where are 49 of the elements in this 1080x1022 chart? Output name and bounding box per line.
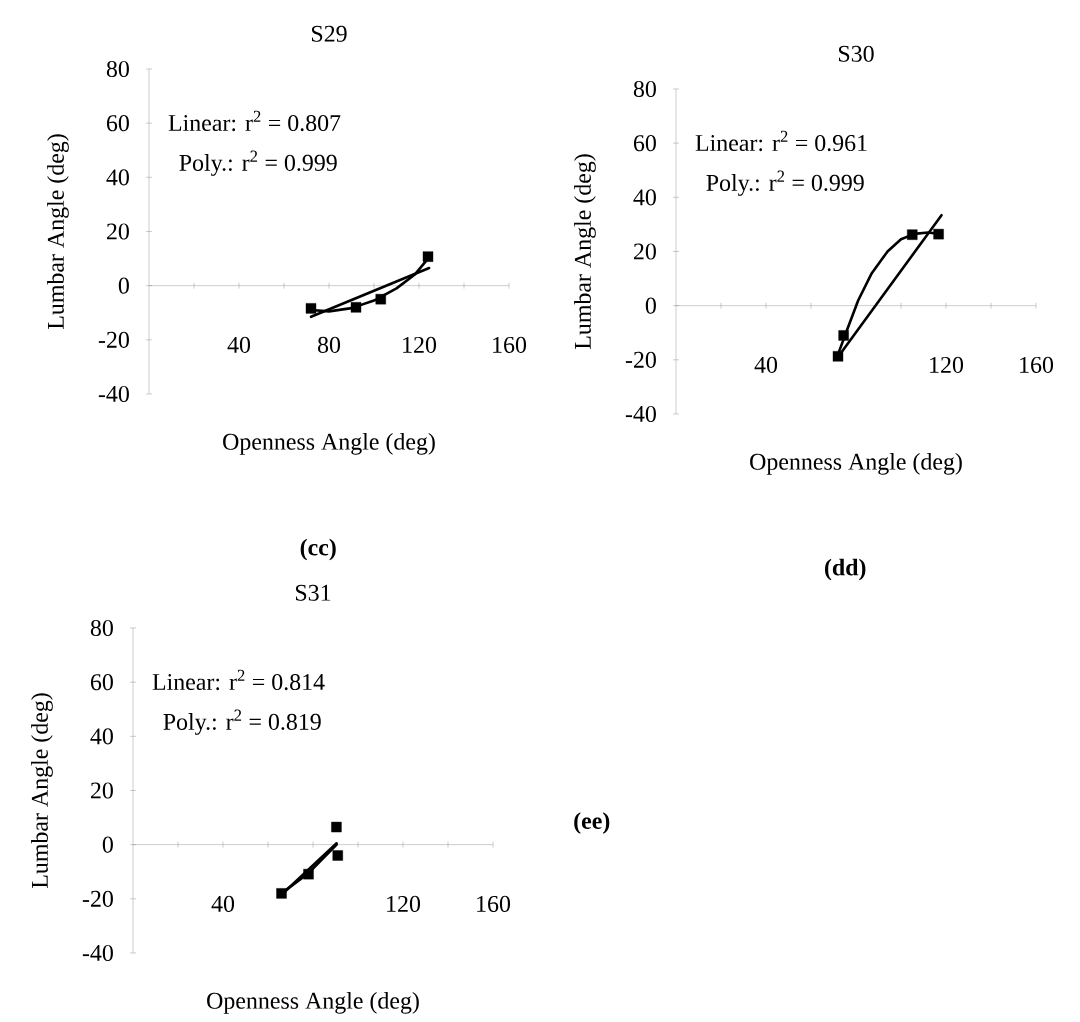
text: (dd)	[825, 558, 866, 581]
x-tick-label: 40	[211, 895, 235, 912]
chart-title: S30	[839, 45, 874, 62]
x-axis-title: Openness Angle (deg)	[223, 433, 435, 455]
x-tick-label: 40	[227, 336, 251, 353]
y-tick-label: -20	[625, 351, 656, 368]
y-tick-label: 20	[106, 223, 129, 240]
y-tick-label: 60	[633, 135, 656, 152]
chart-title: S29	[312, 25, 347, 42]
x-tick-label: 160	[1020, 356, 1054, 373]
annotation: Linear: r$^{2}$ = 0.814	[152, 669, 325, 691]
text: (ee)	[574, 812, 610, 834]
y-tick-label: 40	[633, 189, 656, 206]
y-tick-label: -40	[82, 944, 113, 962]
x-tick-label: 80	[317, 336, 341, 353]
y-tick-label: -20	[82, 890, 113, 907]
y-axis-title: Lumbar Angle (deg)	[47, 134, 69, 330]
y-tick-label: -40	[98, 385, 129, 403]
y-tick-label: 40	[106, 169, 129, 186]
x-tick-label: 40	[754, 356, 778, 373]
y-tick-label: 20	[90, 782, 113, 799]
y-tick-label: 40	[90, 728, 113, 745]
y-tick-label: -40	[625, 405, 656, 423]
annotation: Linear: r$^{2}$ = 0.807	[168, 110, 341, 132]
x-tick-label: 120	[403, 336, 437, 353]
annotation: Poly.: r$^{2}$ = 0.819	[163, 709, 321, 735]
x-tick-label: 160	[477, 895, 511, 912]
annotation: Linear: r$^{2}$ = 0.961	[695, 130, 867, 152]
y-tick-label: 60	[106, 115, 129, 132]
y-tick-label: 0	[102, 836, 113, 853]
y-tick-label: 80	[106, 60, 129, 78]
y-tick-label: 20	[633, 243, 656, 260]
y-tick-label: 80	[90, 619, 113, 637]
x-tick-label: 160	[493, 336, 527, 353]
x-tick-label: 120	[387, 895, 421, 912]
x-axis-title: Openness Angle (deg)	[207, 992, 419, 1014]
y-tick-label: 80	[633, 80, 656, 98]
x-axis-title: Openness Angle (deg)	[750, 453, 962, 475]
y-tick-label: 60	[90, 674, 113, 691]
x-tick-label: 120	[930, 356, 964, 373]
annotation: Poly.: r$^{2}$ = 0.999	[706, 170, 864, 196]
text: (cc)	[300, 538, 336, 561]
y-tick-label: 0	[645, 297, 656, 314]
chart-title: S31	[296, 584, 331, 601]
y-tick-label: 0	[118, 277, 129, 294]
y-tick-label: -20	[98, 331, 129, 348]
annotation: Poly.: r$^{2}$ = 0.999	[179, 150, 337, 176]
y-axis-title: Lumbar Angle (deg)	[31, 693, 53, 889]
y-axis-title: Lumbar Angle (deg)	[574, 154, 596, 350]
